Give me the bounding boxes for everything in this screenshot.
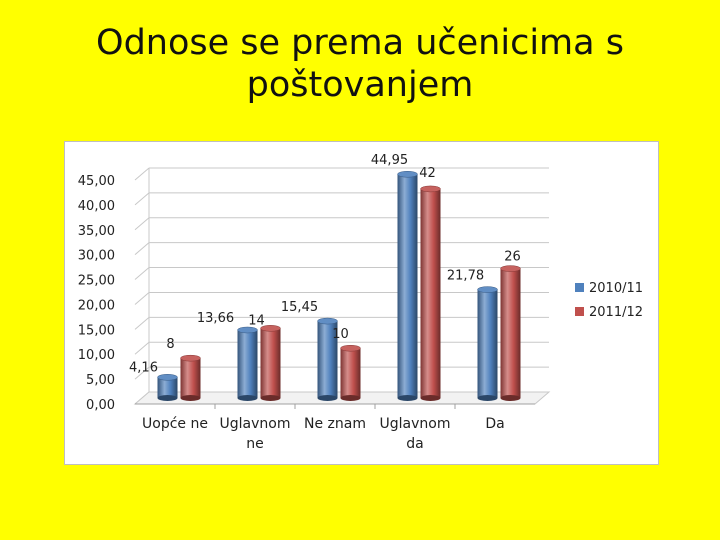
bar-cap (317, 317, 338, 325)
data-label: 10 (332, 327, 349, 342)
y-tick-label: 20,00 (78, 298, 115, 313)
bar-base (420, 395, 441, 401)
bar-cap (180, 354, 201, 362)
bar-cap (237, 326, 258, 334)
bar-cap (500, 265, 521, 272)
gridline-side (134, 366, 150, 380)
y-tick-label: 35,00 (78, 224, 115, 239)
bar-base (317, 395, 338, 401)
gridline-side (134, 167, 150, 181)
bar-base (157, 395, 178, 401)
bar-base (260, 395, 281, 401)
data-label: 4,16 (129, 360, 158, 375)
y-tick-label: 15,00 (78, 323, 115, 338)
data-label: 21,78 (447, 269, 484, 284)
bar-base (500, 395, 521, 401)
slide-title-line-1: Odnose se prema učenicima s (96, 23, 624, 63)
y-tick-label: 5,00 (86, 373, 115, 388)
bar-cap (157, 374, 178, 381)
bar-cap (340, 344, 361, 352)
bar-base (340, 395, 361, 401)
x-category-label: da (406, 436, 423, 452)
gridline-side (134, 316, 150, 330)
x-category-label: Uglavnom (220, 416, 291, 432)
bar-2011-12 (500, 268, 521, 398)
y-tick-label: 10,00 (78, 348, 115, 363)
data-label: 26 (504, 250, 521, 265)
y-tick-label: 45,00 (78, 174, 115, 189)
slide-title-line-2: poštovanjem (246, 65, 474, 105)
data-label: 14 (248, 313, 265, 328)
chart-area: 0,00 5,00 10,00 15,00 20,00 25,00 30,00 35,00 40… (64, 141, 659, 465)
gridline-side (134, 267, 150, 280)
bar-cap (397, 170, 418, 178)
slide-title: Odnose se prema učenicima s poštovanjem (60, 22, 660, 106)
bar-2011-12 (340, 348, 361, 398)
x-category-label: Uopće ne (142, 416, 208, 432)
x-category-label: Ne znam (304, 416, 366, 432)
bar-2011-12 (180, 358, 201, 398)
bar-base (180, 395, 201, 401)
bar-2010-11 (237, 330, 258, 398)
bar-2010-11 (397, 174, 418, 398)
bar-cap (420, 185, 441, 193)
gridline-side (134, 192, 150, 206)
gridline-side (134, 217, 150, 231)
data-label: 15,45 (281, 300, 318, 315)
bar-2011-12 (260, 328, 281, 398)
data-label: 42 (419, 166, 436, 181)
legend-label: 2010/11 (589, 281, 643, 296)
gridline-side (134, 341, 150, 355)
x-category-label: Da (485, 416, 504, 432)
x-category-label: Uglavnom (380, 416, 451, 432)
bar-2010-11 (477, 289, 498, 398)
legend-swatch (575, 307, 584, 316)
y-tick-label: 0,00 (86, 398, 115, 413)
bar-2010-11 (157, 377, 178, 398)
data-label: 13,66 (197, 311, 234, 326)
gridline-side (134, 242, 150, 256)
bar-base (477, 395, 498, 401)
y-tick-label: 30,00 (78, 249, 115, 264)
legend-label: 2011/12 (589, 305, 643, 320)
bar-2011-12 (420, 188, 441, 398)
y-tick-label: 40,00 (78, 199, 115, 214)
bar-cap (477, 286, 498, 293)
x-category-label: ne (246, 436, 264, 452)
y-tick-label: 25,00 (78, 274, 115, 289)
bar-base (397, 395, 418, 401)
bar-cap (260, 325, 281, 332)
bar-chart: 0,00 5,00 10,00 15,00 20,00 25,00 30,00 35,00 40… (78, 153, 643, 452)
data-label: 44,95 (371, 153, 408, 168)
bar-base (237, 395, 258, 401)
gridline-side (134, 292, 150, 305)
bar-2010-11 (317, 321, 338, 398)
data-label: 8 (166, 337, 174, 352)
legend-swatch (575, 283, 584, 292)
